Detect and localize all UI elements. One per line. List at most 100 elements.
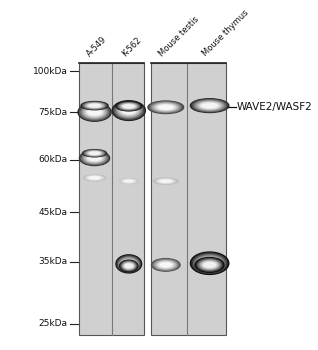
- Ellipse shape: [190, 99, 229, 112]
- Ellipse shape: [121, 261, 137, 271]
- Text: 35kDa: 35kDa: [38, 257, 68, 266]
- Ellipse shape: [124, 263, 134, 269]
- Ellipse shape: [197, 258, 223, 272]
- Ellipse shape: [122, 107, 135, 113]
- Ellipse shape: [154, 104, 177, 111]
- Ellipse shape: [156, 179, 175, 183]
- Ellipse shape: [115, 103, 142, 118]
- Ellipse shape: [83, 102, 106, 109]
- Ellipse shape: [197, 102, 222, 110]
- Ellipse shape: [119, 258, 138, 270]
- Ellipse shape: [80, 151, 110, 166]
- Ellipse shape: [203, 262, 217, 268]
- Ellipse shape: [117, 256, 141, 272]
- Ellipse shape: [89, 156, 100, 160]
- Ellipse shape: [159, 105, 173, 109]
- Ellipse shape: [190, 252, 229, 274]
- Ellipse shape: [86, 154, 103, 162]
- Ellipse shape: [123, 262, 135, 269]
- Ellipse shape: [85, 154, 104, 163]
- Ellipse shape: [120, 179, 138, 183]
- Ellipse shape: [153, 259, 179, 271]
- Ellipse shape: [82, 152, 107, 164]
- Ellipse shape: [148, 101, 183, 113]
- Ellipse shape: [81, 105, 108, 119]
- Ellipse shape: [121, 104, 137, 109]
- Text: A-549: A-549: [86, 34, 109, 58]
- Ellipse shape: [82, 102, 107, 109]
- Ellipse shape: [197, 257, 222, 270]
- Ellipse shape: [88, 104, 101, 107]
- Ellipse shape: [192, 99, 227, 112]
- Ellipse shape: [117, 104, 141, 118]
- Ellipse shape: [149, 102, 182, 113]
- Text: WAVE2/WASF2: WAVE2/WASF2: [237, 102, 313, 112]
- Ellipse shape: [90, 177, 99, 179]
- Ellipse shape: [123, 260, 135, 267]
- Ellipse shape: [87, 104, 102, 108]
- Ellipse shape: [154, 260, 177, 270]
- Ellipse shape: [196, 101, 224, 111]
- Text: 75kDa: 75kDa: [38, 108, 68, 117]
- Bar: [80, 63, 144, 336]
- Ellipse shape: [121, 104, 136, 108]
- Ellipse shape: [204, 262, 215, 267]
- Ellipse shape: [87, 108, 102, 116]
- Ellipse shape: [118, 257, 139, 271]
- Ellipse shape: [198, 259, 221, 271]
- Bar: [151, 63, 226, 336]
- Ellipse shape: [85, 103, 105, 108]
- Text: K-562: K-562: [120, 35, 143, 58]
- Ellipse shape: [194, 100, 225, 111]
- Text: 25kDa: 25kDa: [39, 320, 68, 329]
- Ellipse shape: [152, 259, 180, 271]
- Ellipse shape: [202, 104, 217, 108]
- Ellipse shape: [89, 104, 100, 107]
- Ellipse shape: [89, 177, 100, 179]
- Text: 45kDa: 45kDa: [39, 208, 68, 217]
- Ellipse shape: [81, 102, 108, 110]
- Ellipse shape: [88, 176, 101, 179]
- Ellipse shape: [194, 254, 225, 272]
- Ellipse shape: [85, 108, 104, 117]
- Ellipse shape: [90, 152, 99, 154]
- Ellipse shape: [120, 260, 138, 272]
- Ellipse shape: [84, 175, 105, 181]
- Ellipse shape: [86, 151, 103, 156]
- Ellipse shape: [88, 110, 101, 115]
- Ellipse shape: [199, 258, 220, 269]
- Ellipse shape: [192, 253, 227, 273]
- Ellipse shape: [124, 105, 134, 108]
- Ellipse shape: [88, 152, 101, 155]
- Text: Mouse testis: Mouse testis: [157, 14, 200, 58]
- Ellipse shape: [121, 179, 137, 183]
- Ellipse shape: [81, 152, 108, 165]
- Ellipse shape: [153, 178, 178, 184]
- Ellipse shape: [87, 155, 102, 161]
- Ellipse shape: [82, 106, 107, 119]
- Ellipse shape: [201, 103, 219, 108]
- Ellipse shape: [118, 103, 139, 110]
- Ellipse shape: [157, 105, 174, 110]
- Ellipse shape: [160, 263, 171, 267]
- Ellipse shape: [87, 176, 102, 180]
- Ellipse shape: [119, 178, 139, 184]
- Ellipse shape: [201, 259, 219, 268]
- Ellipse shape: [124, 264, 133, 268]
- Ellipse shape: [199, 102, 220, 109]
- Ellipse shape: [121, 259, 137, 269]
- Ellipse shape: [156, 261, 175, 268]
- Ellipse shape: [124, 261, 134, 267]
- Ellipse shape: [121, 259, 136, 268]
- Ellipse shape: [78, 103, 111, 121]
- Text: 100kDa: 100kDa: [33, 66, 68, 76]
- Ellipse shape: [160, 180, 172, 182]
- Ellipse shape: [86, 176, 103, 180]
- Ellipse shape: [159, 180, 173, 183]
- Ellipse shape: [155, 178, 177, 184]
- Ellipse shape: [87, 151, 102, 155]
- Ellipse shape: [159, 262, 173, 267]
- Text: 60kDa: 60kDa: [38, 155, 68, 164]
- Ellipse shape: [114, 102, 144, 119]
- Ellipse shape: [122, 180, 135, 183]
